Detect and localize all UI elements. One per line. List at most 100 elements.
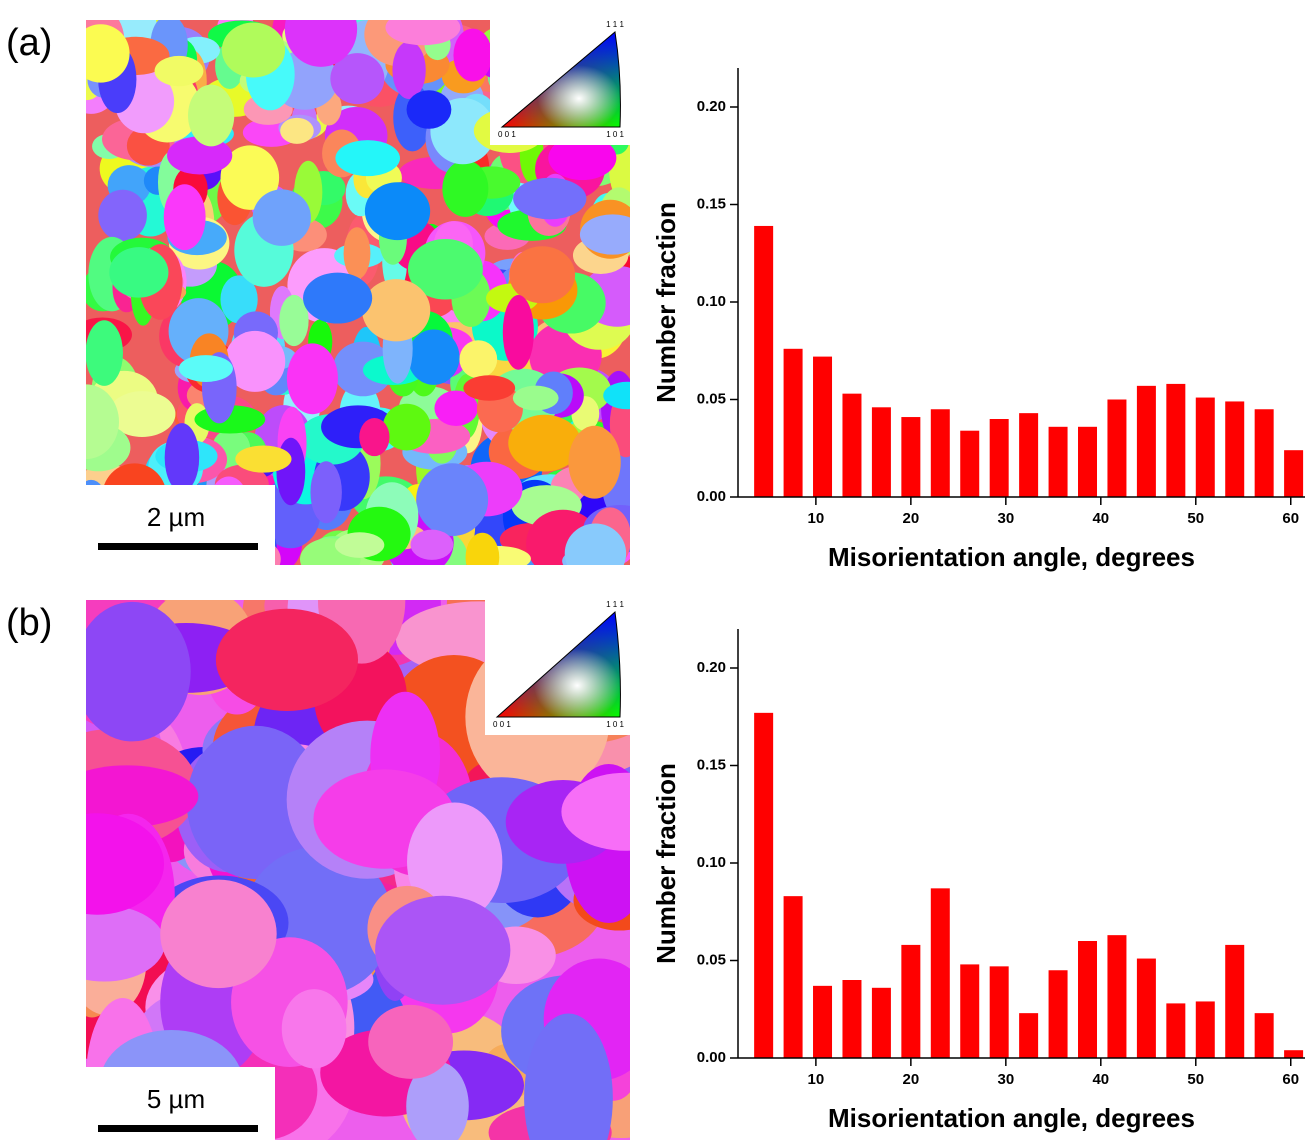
y-tick-label: 0.10 <box>697 293 726 310</box>
grain <box>335 140 400 177</box>
scale-bar <box>98 543 258 550</box>
grain <box>98 189 147 242</box>
grain <box>164 423 200 493</box>
grain <box>154 55 204 87</box>
grain <box>281 989 347 1069</box>
x-tick-label: 20 <box>903 1071 920 1088</box>
panel-label: (a) <box>6 22 52 64</box>
grain <box>252 189 311 246</box>
grain <box>406 90 452 129</box>
grain <box>463 375 516 401</box>
y-tick-label: 0.05 <box>697 951 726 968</box>
x-tick-label: 60 <box>1282 1071 1299 1088</box>
bar <box>1048 970 1068 1058</box>
grain <box>407 238 483 300</box>
grain <box>416 463 489 537</box>
bar <box>1284 450 1304 497</box>
bar <box>842 980 862 1058</box>
bar <box>1019 413 1039 497</box>
bar <box>813 356 833 497</box>
bar <box>754 225 774 497</box>
grain <box>392 41 426 100</box>
grain <box>220 145 280 210</box>
grain <box>407 329 460 385</box>
bar <box>842 393 862 497</box>
bar <box>901 944 921 1058</box>
bar <box>1107 399 1127 497</box>
grain <box>109 247 169 298</box>
bar <box>1048 426 1068 497</box>
bar <box>1284 1050 1304 1058</box>
bar <box>989 419 1009 497</box>
y-tick-label: 0.15 <box>697 756 726 773</box>
grain <box>178 355 233 382</box>
grain <box>220 275 258 324</box>
grain <box>453 28 493 82</box>
bar <box>783 896 803 1058</box>
ipf-label: 1 1 1 <box>606 20 624 29</box>
x-tick-label: 40 <box>1092 510 1109 527</box>
grain <box>330 53 385 105</box>
ipf-label: 1 1 1 <box>606 600 624 609</box>
bar <box>1166 1003 1186 1058</box>
y-tick-label: 0.20 <box>697 659 726 676</box>
ipf-triangle-white <box>500 31 621 128</box>
grain <box>86 813 165 915</box>
grain <box>163 184 206 251</box>
bar <box>1019 1013 1039 1058</box>
grain <box>364 182 431 241</box>
y-tick-label: 0.20 <box>697 98 726 115</box>
bar <box>1225 944 1245 1058</box>
bar <box>871 987 891 1058</box>
grain <box>579 214 630 255</box>
x-axis-label: Misorientation angle, degrees <box>828 542 1195 572</box>
bar <box>1136 385 1156 497</box>
grain <box>215 608 359 711</box>
grain <box>375 895 511 1005</box>
grain <box>279 294 309 347</box>
grain <box>343 227 371 280</box>
grain <box>603 381 630 410</box>
bar <box>1254 409 1274 497</box>
bar <box>871 407 891 497</box>
x-tick-label: 10 <box>808 510 825 527</box>
grain <box>548 135 617 181</box>
grain <box>509 246 576 304</box>
x-tick-label: 40 <box>1092 1071 1109 1088</box>
grain <box>410 529 454 560</box>
bar <box>783 348 803 497</box>
y-axis-label: Number fraction <box>651 763 681 964</box>
grain <box>221 22 286 78</box>
grain <box>513 177 587 220</box>
bar <box>1195 397 1215 497</box>
grain <box>512 385 559 411</box>
y-axis-label: Number fraction <box>651 202 681 403</box>
grain <box>561 772 630 851</box>
scale-bar-label: 5 µm <box>147 1084 205 1114</box>
scale-bar <box>98 1125 258 1132</box>
grain <box>86 24 130 83</box>
grain <box>368 1004 454 1079</box>
x-tick-label: 30 <box>997 510 1014 527</box>
grain <box>434 390 478 426</box>
x-axis-label: Misorientation angle, degrees <box>828 1103 1195 1133</box>
ipf-triangle-white <box>495 610 621 718</box>
grain <box>359 418 390 457</box>
grain <box>568 425 621 499</box>
grain <box>86 601 191 742</box>
bar <box>1225 401 1245 497</box>
grain <box>235 445 292 473</box>
bar <box>960 430 980 497</box>
grain <box>465 532 500 565</box>
grain <box>86 905 165 982</box>
grain <box>86 320 123 386</box>
panel-label: (b) <box>6 602 52 644</box>
x-tick-label: 50 <box>1187 510 1204 527</box>
grain <box>334 532 385 558</box>
grain <box>224 330 286 392</box>
grain <box>303 272 373 324</box>
grain <box>310 461 342 524</box>
grain <box>564 523 627 565</box>
grain <box>382 403 431 451</box>
